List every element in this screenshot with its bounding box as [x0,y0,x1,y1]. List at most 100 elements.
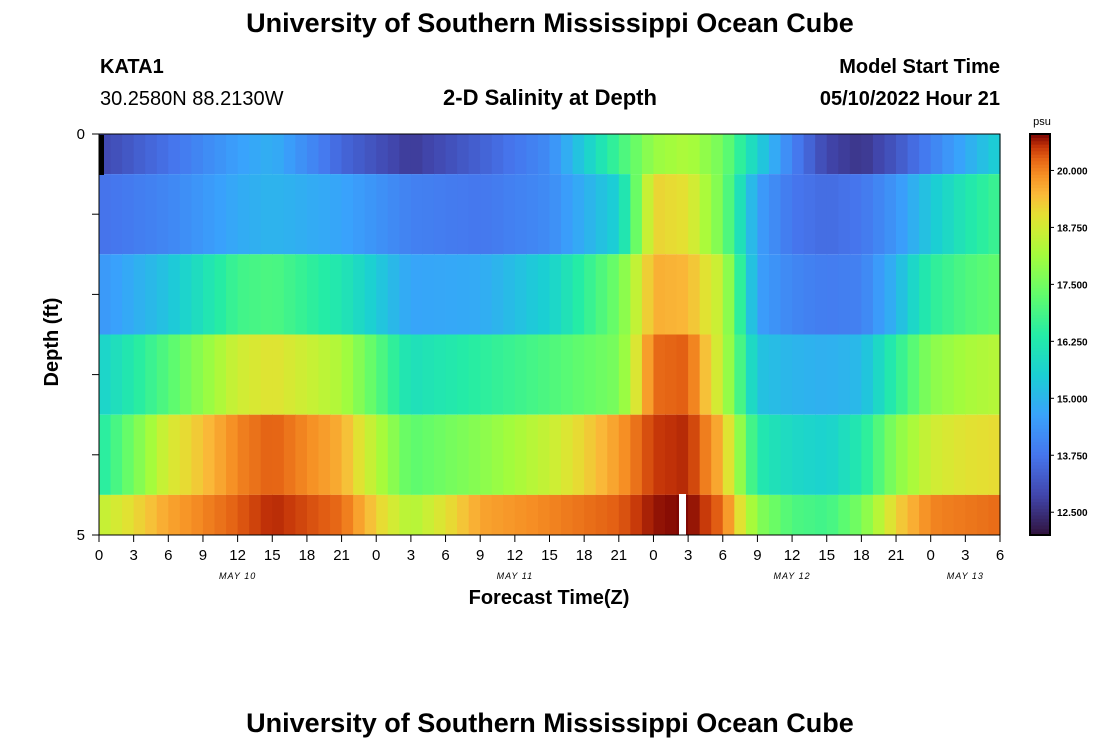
heatmap-cell [226,414,239,495]
heatmap-cell [318,334,331,415]
x-tick-label: 15 [818,547,835,564]
heatmap-cell [595,174,608,255]
colorbar-segment [1030,264,1050,269]
heatmap-cell [330,494,343,535]
heatmap-cell [722,134,735,175]
heatmap-cell [191,414,204,495]
colorbar-segment [1030,144,1050,148]
colorbar-segment [1030,220,1050,225]
heatmap-cell [896,414,909,495]
colorbar-segment [1030,204,1050,209]
colorbar-segment [1030,491,1050,496]
heatmap-cell [618,134,631,175]
heatmap-cell [260,494,273,535]
heatmap-cell [699,494,712,535]
heatmap-cell [572,414,585,495]
heatmap-cell [318,134,331,175]
heatmap-cell [133,174,146,255]
heatmap-cell [988,254,1001,335]
heatmap-cell [884,134,897,175]
heatmap-cell [861,174,874,255]
heatmap-cell [503,494,516,535]
colorbar-unit: psu [1033,116,1051,128]
heatmap-cell [653,134,666,175]
colorbar-segment [1030,414,1050,419]
heatmap-cell [549,254,562,335]
heatmap-cell [549,494,562,535]
heatmap-cell [191,134,204,175]
heatmap-cell [803,254,816,335]
heatmap-cell [711,134,724,175]
heatmap-cell [780,334,793,415]
heatmap-cell [445,414,458,495]
heatmap-cell [722,334,735,415]
heatmap-cell [399,134,412,175]
heatmap-cell [953,134,966,175]
heatmap-cell [618,414,631,495]
heatmap-cell [838,134,851,175]
heatmap-cell [457,334,470,415]
date-label: MAY 13 [947,571,984,581]
heatmap-cell [838,254,851,335]
colorbar-segment [1030,277,1050,282]
colorbar-segment [1030,387,1050,392]
heatmap-cell [387,254,400,335]
colorbar-segment [1030,434,1050,439]
heatmap-cell [526,334,539,415]
heatmap-cell [757,254,770,335]
heatmap-cell [422,334,435,415]
heatmap-cell [503,334,516,415]
heatmap-cell [595,334,608,415]
heatmap-cell [688,494,701,535]
heatmap-cell [156,494,169,535]
heatmap-cell [919,174,932,255]
x-tick-label: 12 [507,547,524,564]
heatmap-cell [376,174,389,255]
heatmap-cell [665,334,678,415]
heatmap-cell [503,174,516,255]
heatmap-cell [607,134,620,175]
colorbar-segment [1030,494,1050,499]
heatmap-cell [965,414,978,495]
heatmap-cell [145,414,158,495]
heatmap-cell [410,414,424,495]
heatmap-cell [468,494,481,535]
heatmap-cell [237,254,250,335]
heatmap-cell [757,134,770,175]
heatmap-cell [445,334,458,415]
heatmap-cell [919,494,932,535]
heatmap-cell [168,414,181,495]
heatmap-cell [133,254,146,335]
heatmap-cell [376,134,389,175]
colorbar-segment [1030,250,1050,255]
colorbar-segment [1030,324,1050,329]
colorbar-segment [1030,287,1050,292]
heatmap-cell [526,174,539,255]
heatmap-cell [849,174,862,255]
heatmap-cell [249,334,262,415]
colorbar-segment [1030,364,1050,369]
x-tick-label: 21 [610,547,627,564]
heatmap-cell [272,174,285,255]
colorbar-segment [1030,371,1050,376]
heatmap-cell [168,174,181,255]
heatmap-cell [641,174,655,255]
heatmap-cell [561,494,574,535]
heatmap-cell [457,494,470,535]
heatmap-cell [306,134,320,175]
heatmap-cell [422,494,435,535]
heatmap-cell [376,334,389,415]
heatmap-cell [306,334,320,415]
heatmap-cell [549,334,562,415]
heatmap-cell [99,414,112,495]
heatmap-cell [122,174,135,255]
colorbar-segment [1030,401,1050,406]
heatmap-cell [179,174,193,255]
heatmap-cell [849,334,862,415]
colorbar-segment [1030,357,1050,362]
heatmap-cell [179,414,193,495]
colorbar-segment [1030,154,1050,158]
heatmap-cell [607,334,620,415]
colorbar-segment [1030,230,1050,235]
heatmap-cell [445,174,458,255]
